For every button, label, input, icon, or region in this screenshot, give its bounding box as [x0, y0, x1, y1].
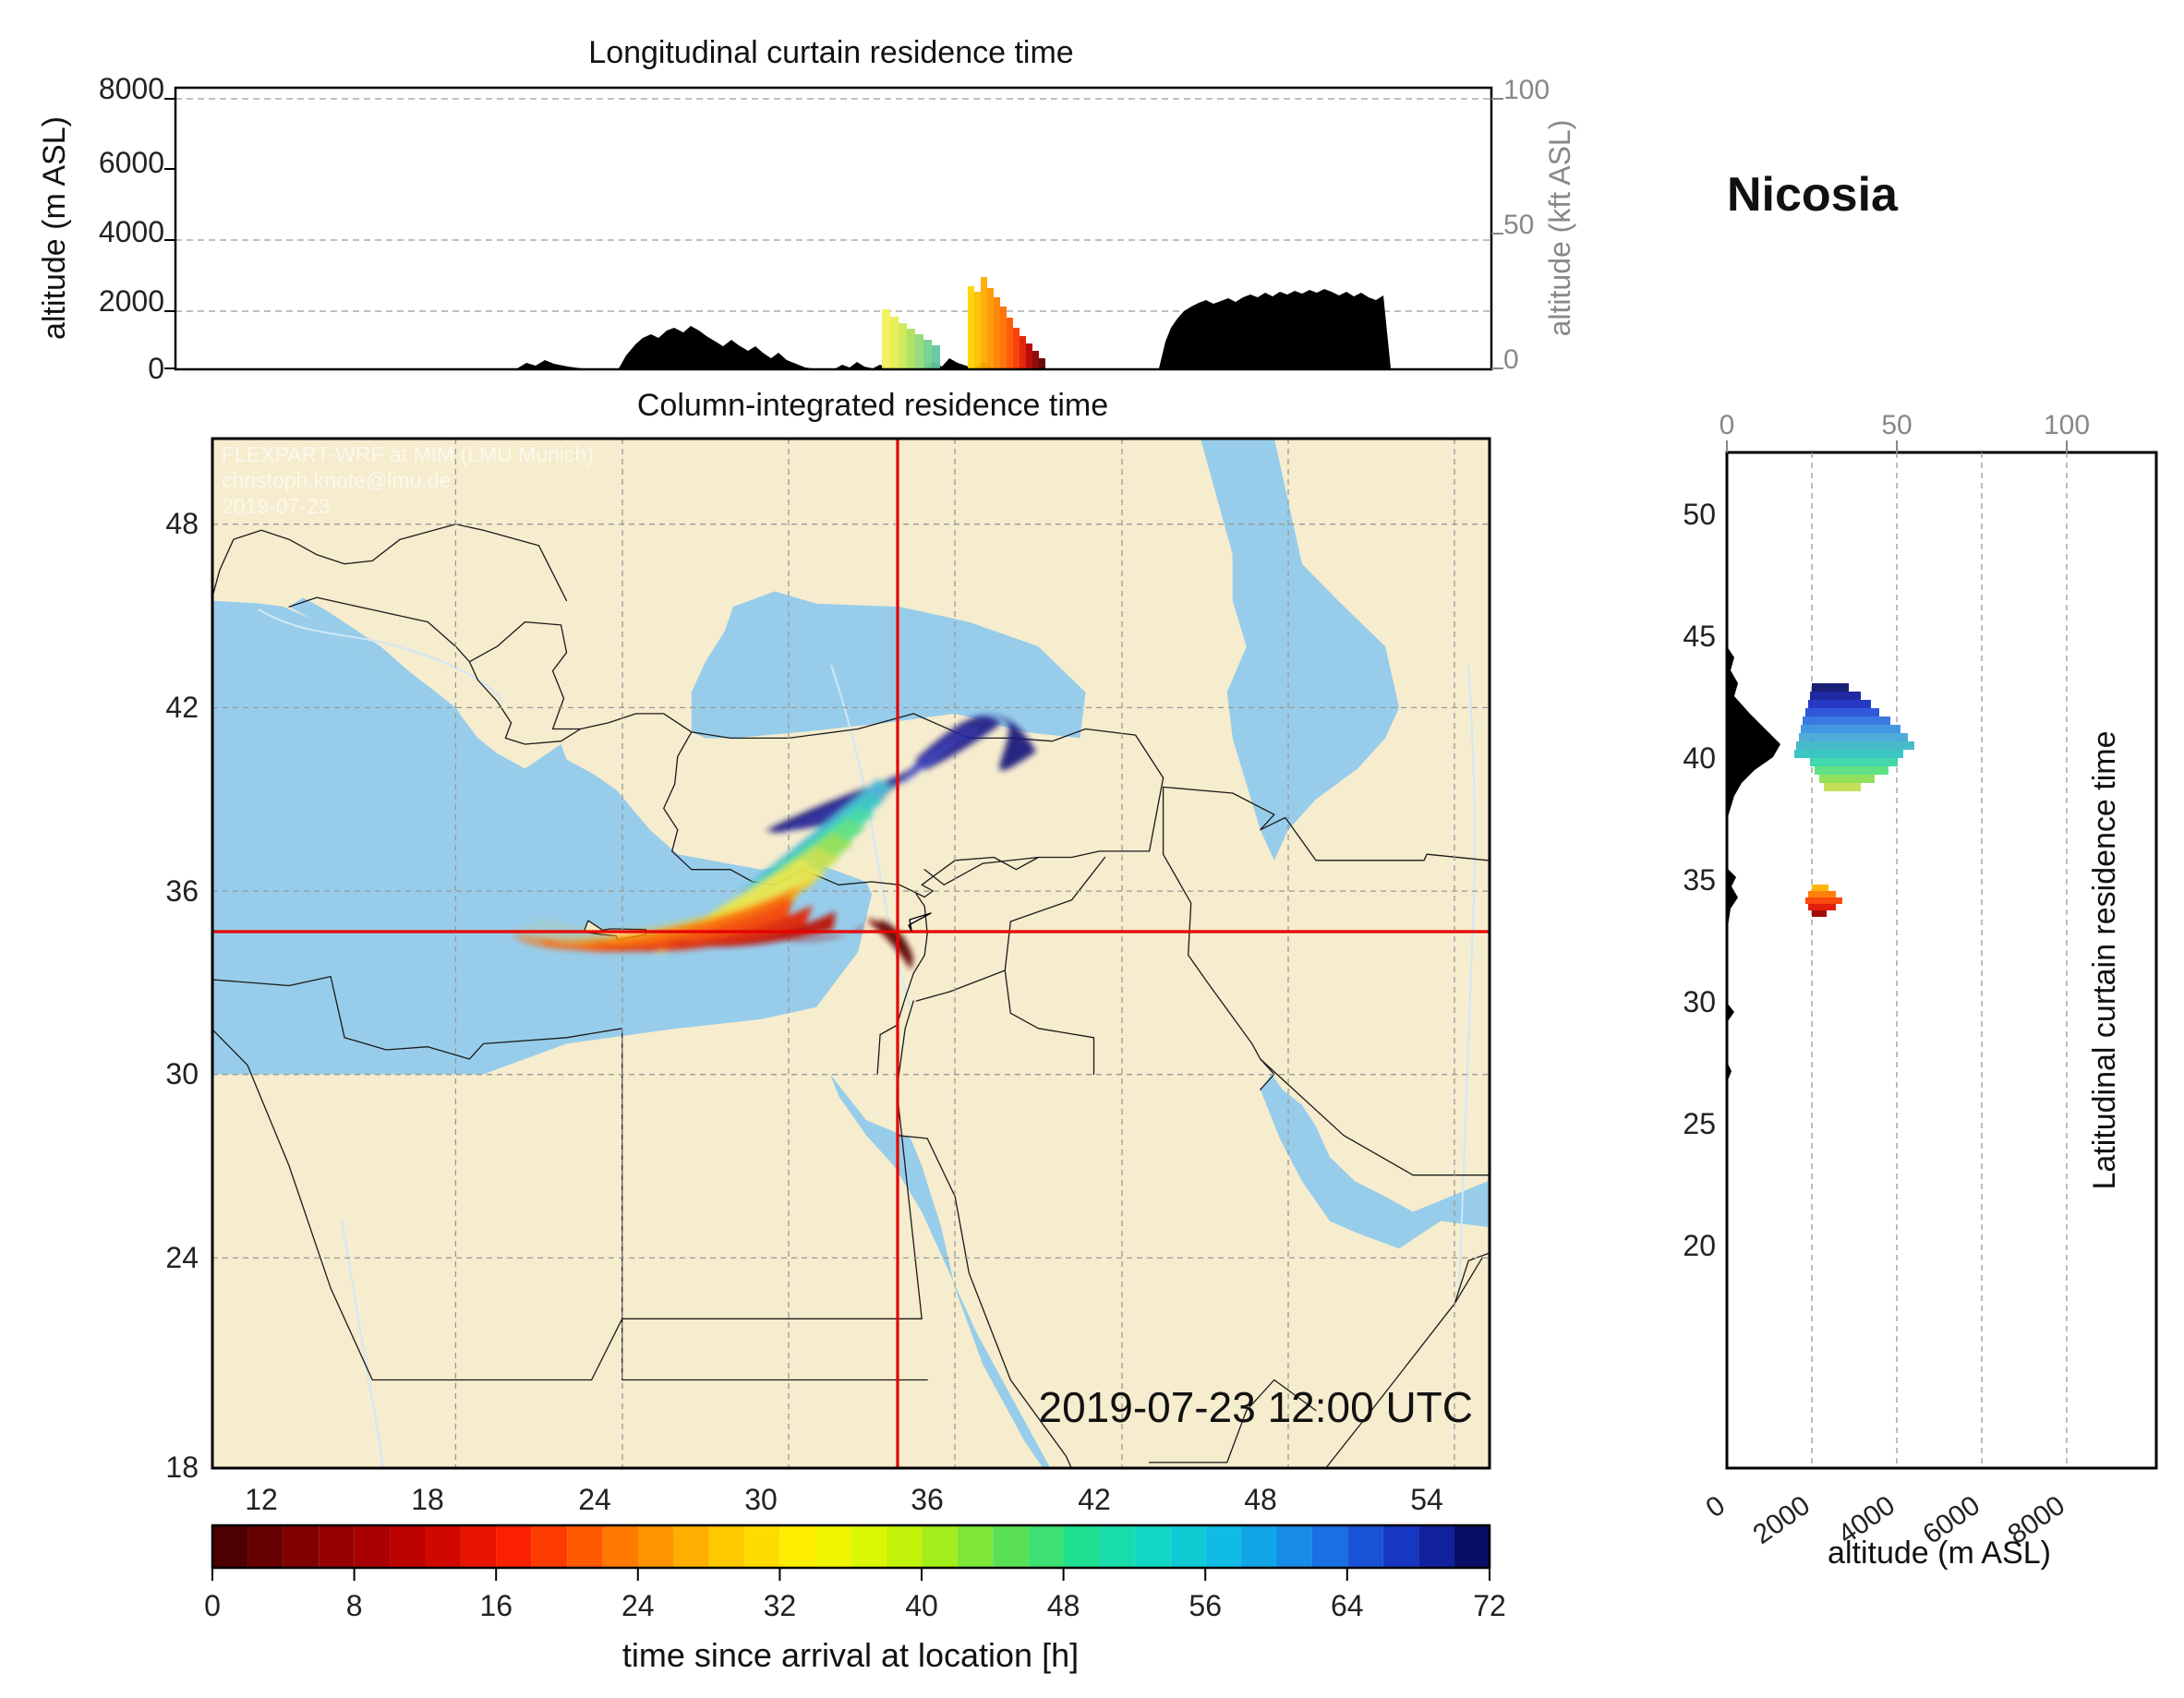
svg-text:18: 18 [411, 1483, 444, 1516]
svg-text:Latitudinal curtain residence: Latitudinal curtain residence time [2087, 730, 2122, 1189]
svg-text:Longitudinal curtain residence: Longitudinal curtain residence time [588, 35, 1073, 70]
svg-text:40: 40 [1683, 741, 1716, 775]
svg-text:72: 72 [1473, 1589, 1506, 1622]
svg-text:30: 30 [744, 1483, 778, 1516]
svg-text:FLEXPART-WRF at MIM (LMU Munic: FLEXPART-WRF at MIM (LMU Munich) [222, 442, 594, 466]
svg-text:64: 64 [1331, 1589, 1364, 1622]
svg-text:25: 25 [1683, 1107, 1716, 1140]
svg-text:50: 50 [1503, 210, 1534, 240]
svg-text:30: 30 [165, 1057, 199, 1090]
svg-text:24: 24 [578, 1483, 611, 1516]
svg-text:42: 42 [165, 691, 199, 724]
svg-text:56: 56 [1189, 1589, 1222, 1622]
svg-text:0: 0 [204, 1589, 221, 1622]
svg-text:24: 24 [621, 1589, 655, 1622]
svg-text:2019-07-23: 2019-07-23 [222, 494, 331, 518]
svg-text:36: 36 [911, 1483, 944, 1516]
svg-text:time since arrival at location: time since arrival at location [h] [622, 1636, 1079, 1674]
svg-text:36: 36 [165, 874, 199, 908]
svg-text:18: 18 [165, 1451, 199, 1484]
svg-text:8000: 8000 [99, 72, 164, 105]
svg-text:altitude (kft ASL): altitude (kft ASL) [1543, 120, 1576, 337]
svg-text:altitude (m ASL): altitude (m ASL) [1828, 1535, 2051, 1571]
svg-text:12: 12 [245, 1483, 278, 1516]
svg-text:20: 20 [1683, 1229, 1716, 1262]
svg-text:45: 45 [1683, 620, 1716, 653]
svg-text:0: 0 [1719, 410, 1735, 440]
svg-text:Column-integrated residence ti: Column-integrated residence time [637, 388, 1108, 423]
svg-text:0: 0 [148, 352, 164, 385]
svg-text:2019-07-23 12:00 UTC: 2019-07-23 12:00 UTC [1038, 1383, 1473, 1431]
svg-text:40: 40 [905, 1589, 938, 1622]
svg-text:24: 24 [165, 1241, 199, 1274]
svg-text:100: 100 [1503, 75, 1550, 105]
svg-text:8: 8 [346, 1589, 363, 1622]
svg-text:50: 50 [1683, 498, 1716, 531]
svg-text:30: 30 [1683, 985, 1716, 1018]
svg-text:6000: 6000 [99, 146, 164, 179]
svg-text:16: 16 [479, 1589, 513, 1622]
svg-text:christoph.knote@lmu.de: christoph.knote@lmu.de [222, 468, 451, 492]
svg-text:42: 42 [1078, 1483, 1111, 1516]
svg-text:32: 32 [764, 1589, 797, 1622]
svg-text:Nicosia: Nicosia [1727, 168, 1899, 222]
svg-text:100: 100 [2044, 410, 2090, 440]
svg-text:4000: 4000 [99, 215, 164, 248]
svg-text:48: 48 [1244, 1483, 1277, 1516]
svg-text:2000: 2000 [99, 284, 164, 318]
svg-text:35: 35 [1683, 863, 1716, 897]
svg-text:altitude (m ASL): altitude (m ASL) [37, 116, 72, 340]
svg-text:48: 48 [1047, 1589, 1080, 1622]
svg-text:50: 50 [1881, 410, 1912, 440]
svg-text:54: 54 [1410, 1483, 1443, 1516]
svg-text:48: 48 [165, 507, 199, 540]
svg-text:0: 0 [1503, 344, 1519, 375]
